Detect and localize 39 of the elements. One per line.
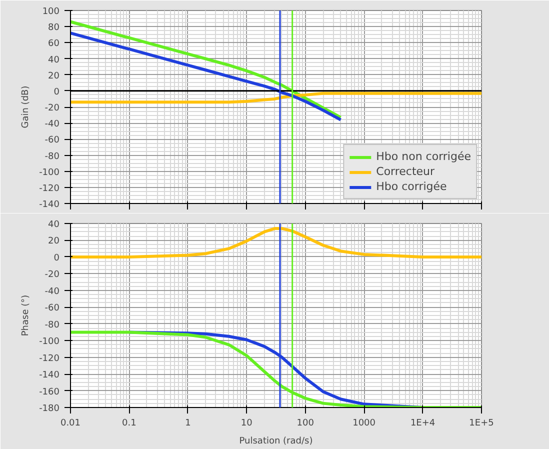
legend-label: Correcteur xyxy=(376,165,435,178)
y-tick-label: -20 xyxy=(44,270,60,280)
x-tick-label: 1E+4 xyxy=(410,418,436,428)
y-tick-label: -80 xyxy=(44,152,60,162)
legend-label: Hbo non corrigée xyxy=(376,150,471,163)
x-tick-label: 1 xyxy=(185,418,191,428)
y-tick-label: 20 xyxy=(48,236,60,247)
y-tick-label: 80 xyxy=(48,23,60,34)
y-tick-label: -40 xyxy=(44,120,60,130)
y-axis-title: Phase (°) xyxy=(21,294,32,336)
x-tick-label: 0.1 xyxy=(122,418,136,428)
y-tick-label: -100 xyxy=(39,337,60,348)
y-tick-label: 60 xyxy=(48,39,60,50)
y-tick-label: 0 xyxy=(54,253,60,264)
y-tick-label: -100 xyxy=(39,168,60,178)
y-tick-label: -180 xyxy=(39,404,60,414)
y-tick-label: -80 xyxy=(44,320,60,330)
x-tick-label: 100 xyxy=(296,418,314,428)
y-tick-label: 40 xyxy=(48,220,60,230)
y-tick-label: -40 xyxy=(44,286,60,297)
y-tick-label: 20 xyxy=(48,71,60,82)
y-tick-label: -140 xyxy=(39,370,60,381)
legend-label: Hbo corrigée xyxy=(376,180,447,193)
x-tick-label: 0.01 xyxy=(60,418,81,428)
y-tick-label: -20 xyxy=(44,104,60,114)
y-tick-label: 40 xyxy=(48,55,60,66)
y-tick-label: 0 xyxy=(54,87,60,98)
x-tick-label: 1000 xyxy=(352,418,376,428)
y-tick-label: -60 xyxy=(44,136,60,146)
y-tick-label: -60 xyxy=(44,304,60,314)
y-tick-label: -160 xyxy=(39,387,60,398)
y-tick-label: -120 xyxy=(39,354,60,364)
x-tick-label: 10 xyxy=(240,418,253,428)
x-tick-label: 1E+5 xyxy=(469,418,494,428)
y-tick-label: 100 xyxy=(42,7,60,17)
y-axis-title: Gain (dB) xyxy=(21,86,32,128)
x-axis-title: Pulsation (rad/s) xyxy=(239,436,313,446)
y-tick-label: -120 xyxy=(39,184,60,194)
y-tick-label: -140 xyxy=(39,200,60,210)
